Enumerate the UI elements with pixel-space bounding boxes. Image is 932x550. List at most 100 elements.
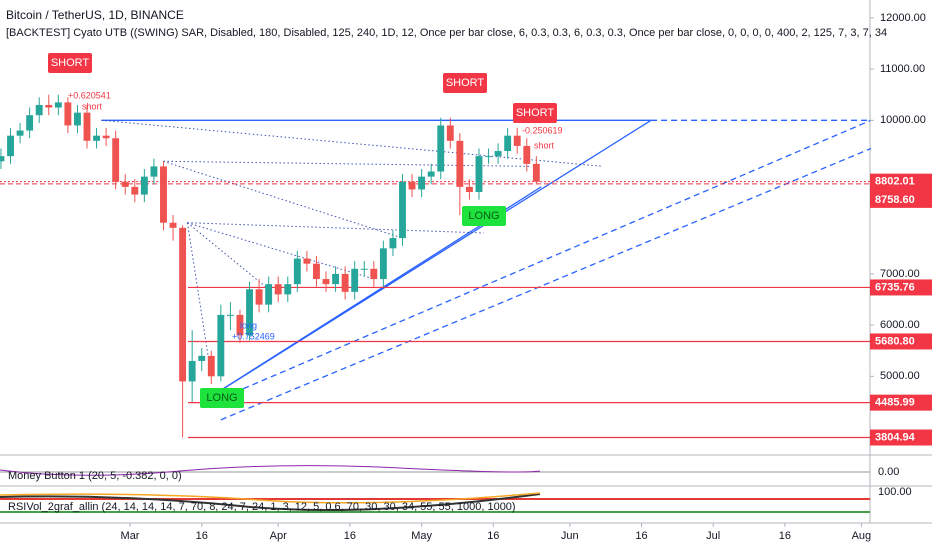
signal-label: LONG	[468, 210, 499, 222]
candle-body	[7, 135, 14, 157]
candle-body	[427, 171, 435, 177]
price-label-box	[870, 333, 932, 350]
x-tick-label: May	[411, 530, 432, 542]
candle-body	[399, 181, 406, 239]
trend-line	[187, 222, 484, 234]
candle-body	[112, 138, 120, 182]
x-tick-label: Jun	[561, 530, 579, 542]
x-tick-label: Apr	[270, 530, 287, 542]
y-tick-label: 11000.00	[880, 63, 925, 75]
candle-body	[303, 258, 311, 264]
trend-line	[206, 119, 872, 406]
signal-box	[513, 103, 557, 123]
x-tick-label: 16	[487, 530, 499, 542]
x-tick-label: 16	[344, 530, 356, 542]
signal-note: long	[240, 320, 257, 330]
trend-line	[187, 222, 374, 280]
price-label-box	[870, 429, 932, 446]
candle-body	[465, 186, 473, 192]
candle-body	[207, 355, 215, 377]
price-label-box	[870, 279, 932, 296]
price-label: 4485.99	[875, 397, 915, 409]
rsi-line	[0, 493, 541, 511]
candle-body	[418, 176, 426, 190]
signal-note: -0.250619	[522, 125, 563, 135]
candle-body	[446, 125, 454, 141]
candle-body	[293, 258, 301, 285]
x-tick-label: 16	[779, 530, 791, 542]
candle-body	[179, 227, 187, 382]
candle-body	[160, 166, 167, 223]
candle-body	[83, 112, 91, 141]
y-tick-label: 10000.00	[880, 114, 926, 126]
candle-body	[456, 140, 464, 187]
candle-body	[389, 238, 397, 249]
price-label: 6735.76	[875, 281, 915, 293]
chart-subtitle: [BACKTEST] Cyato UTB ((SWING) SAR, Disab…	[6, 27, 887, 39]
candle-body	[255, 289, 263, 305]
candle-body	[54, 102, 62, 108]
candle-body	[140, 176, 148, 195]
signal-label: SHORT	[51, 57, 90, 69]
signal-note: +0.752469	[232, 331, 275, 341]
indicator-axis-label: 0.00	[878, 466, 899, 478]
chart-title: Bitcoin / TetherUS, 1D, BINANCE	[6, 8, 184, 22]
candle-body	[370, 268, 378, 280]
rsi-vol-line	[0, 492, 541, 504]
candle-body	[351, 268, 359, 292]
last-price-label: 8802.01	[875, 176, 915, 188]
trend-line	[187, 222, 269, 290]
candle-body	[513, 135, 521, 146]
price-label-box	[870, 394, 932, 411]
candle-body	[26, 115, 34, 131]
x-tick-label: 16	[635, 530, 647, 542]
trend-line	[220, 147, 872, 421]
signal-box	[443, 73, 487, 93]
x-tick-label: 16	[196, 530, 208, 542]
candle-body	[494, 151, 502, 157]
signal-label: LONG	[206, 392, 237, 404]
indicator-name: RSIVol_2graf_allin (24, 14, 14, 14, 7, 7…	[8, 501, 516, 513]
signal-note: short	[82, 101, 103, 111]
candle-body	[246, 289, 253, 336]
candle-body	[332, 273, 340, 285]
signal-note: +0.620541	[68, 90, 111, 100]
stop-price-box	[870, 191, 932, 208]
indicator-axis-label: 100.00	[878, 486, 912, 498]
candle-body	[313, 263, 320, 280]
trend-line	[163, 160, 532, 167]
signal-box	[200, 388, 244, 408]
signal-label: SHORT	[446, 77, 485, 89]
candle-body	[274, 284, 282, 295]
price-label: 3804.94	[875, 431, 916, 443]
candle-body	[169, 222, 177, 228]
money-button-line	[0, 465, 541, 476]
candle-body	[532, 163, 540, 182]
signal-box	[48, 53, 92, 73]
trend-line	[101, 119, 604, 167]
y-tick-label: 5000.00	[880, 370, 920, 382]
x-tick-label: Mar	[121, 530, 140, 542]
candle-body	[475, 156, 483, 192]
signal-note: short	[534, 140, 555, 150]
signal-label: SHORT	[516, 107, 555, 119]
candle-body	[45, 104, 53, 108]
candle-body	[437, 125, 445, 172]
candle-body	[102, 135, 110, 139]
candle-body	[217, 314, 225, 377]
indicator-name: Money Button 1 (20, 5, -0.382, 0, 0)	[8, 470, 182, 482]
trend-line	[163, 160, 403, 239]
candle-body	[198, 355, 206, 361]
candle-body	[16, 130, 24, 136]
y-tick-label: 7000.00	[880, 268, 920, 280]
candle-body	[284, 284, 292, 295]
candle-body	[360, 268, 368, 270]
candle-body	[341, 273, 349, 292]
candle-body	[226, 314, 234, 316]
candle-body	[73, 112, 81, 126]
stop-price-label: 8758.60	[875, 194, 915, 206]
candle-body	[93, 135, 101, 141]
price-label: 5680.80	[875, 335, 915, 347]
x-tick-label: Jul	[706, 530, 720, 542]
